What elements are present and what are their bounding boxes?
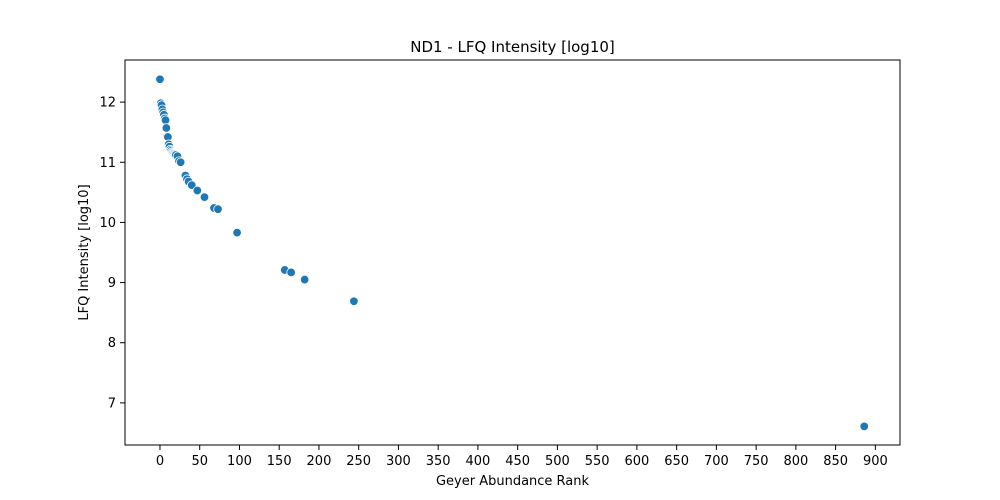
chart-title: ND1 - LFQ Intensity [log10] xyxy=(410,38,615,56)
y-axis-label: LFQ Intensity [log10] xyxy=(77,184,92,320)
y-tick-label: 12 xyxy=(99,96,116,111)
x-axis-ticks: 0 50 100 150 200 250 300 350 400 450 500 550 600 650 7… xyxy=(156,445,888,469)
x-tick-label: 0 xyxy=(156,454,164,469)
y-tick-label: 7 xyxy=(108,396,116,411)
y-tick-label: 10 xyxy=(99,216,116,231)
data-point xyxy=(175,157,186,167)
x-tick-label: 150 xyxy=(267,454,292,469)
x-tick-label: 100 xyxy=(227,454,252,469)
x-tick-label: 450 xyxy=(505,454,530,469)
data-point xyxy=(299,274,310,285)
x-tick-label: 700 xyxy=(704,454,729,469)
data-point xyxy=(286,267,296,278)
x-tick-label: 50 xyxy=(191,454,208,469)
x-tick-label: 400 xyxy=(466,454,491,469)
x-tick-label: 250 xyxy=(346,454,371,469)
axes-frame xyxy=(124,59,901,446)
x-tick-label: 550 xyxy=(585,454,610,469)
x-tick-label: 600 xyxy=(624,454,649,469)
y-tick-label: 8 xyxy=(108,336,116,351)
x-tick-label: 300 xyxy=(386,454,411,469)
data-point xyxy=(213,204,223,214)
x-tick-label: 750 xyxy=(744,454,769,469)
x-tick-label: 500 xyxy=(545,454,570,469)
data-point xyxy=(232,227,242,238)
x-tick-label: 650 xyxy=(664,454,689,469)
x-tick-label: 900 xyxy=(863,454,888,469)
data-points xyxy=(155,74,869,432)
data-point xyxy=(859,421,869,432)
data-point xyxy=(192,185,203,196)
x-tick-label: 350 xyxy=(426,454,451,469)
y-axis-ticks: 7 8 9 10 11 12 xyxy=(99,96,125,411)
data-point xyxy=(155,74,165,84)
y-tick-label: 11 xyxy=(99,156,116,171)
x-tick-label: 200 xyxy=(307,454,332,469)
data-point xyxy=(161,123,172,133)
data-point xyxy=(187,180,197,190)
x-tick-label: 800 xyxy=(783,454,808,469)
y-tick-label: 9 xyxy=(108,276,116,291)
data-point xyxy=(349,296,359,306)
data-point xyxy=(160,115,171,125)
x-tick-label: 850 xyxy=(823,454,848,469)
x-axis-label: Geyer Abundance Rank xyxy=(436,474,590,489)
data-point xyxy=(199,192,210,202)
